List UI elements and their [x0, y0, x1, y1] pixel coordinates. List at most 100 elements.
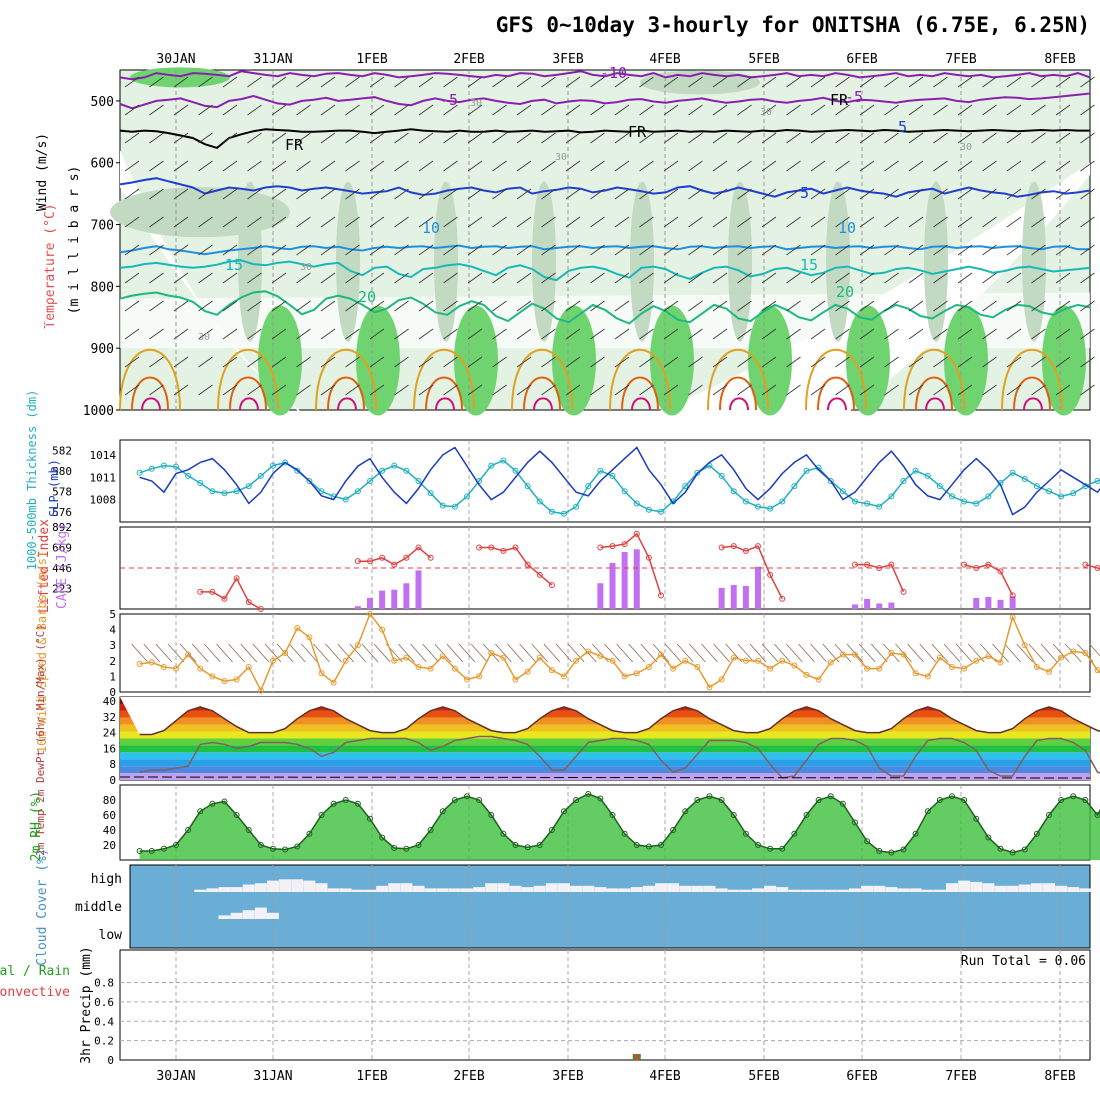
wind-barb — [786, 356, 801, 368]
rh2m-point — [585, 791, 592, 797]
wind-barb — [688, 216, 703, 228]
cloud-high-bar — [218, 887, 231, 892]
wind-barb — [1006, 216, 1022, 228]
cloud-high-bar — [400, 883, 413, 892]
wind-barb — [712, 300, 728, 312]
isotherm-hot-loop — [621, 376, 659, 411]
thickness-point — [1021, 475, 1028, 482]
wind-barb — [541, 272, 556, 284]
wind-barb — [810, 188, 826, 200]
wind-barb — [1031, 244, 1046, 256]
wind10m-point — [1094, 667, 1100, 674]
thickness-point — [633, 500, 640, 507]
cloud-high-bar — [533, 885, 546, 892]
wind-barb — [467, 160, 483, 172]
temp2m-tick: 24 — [103, 727, 117, 740]
wind-barb — [712, 244, 728, 256]
cape-bar — [852, 604, 858, 609]
wind10m-point — [815, 676, 822, 683]
wind-barb — [761, 132, 777, 144]
cloud-mid-bar — [230, 912, 243, 919]
precip-tick: 0 — [107, 1054, 114, 1067]
cape-bar — [1009, 596, 1016, 609]
wind-barb — [1006, 188, 1022, 200]
upper-ytick-label: 500 — [91, 95, 114, 110]
wind-barb — [296, 76, 311, 88]
lifted-index-point — [779, 595, 786, 602]
wind-barb — [222, 328, 238, 340]
temp2m-tick: 0 — [109, 774, 116, 787]
wind-barb — [1006, 132, 1022, 144]
wind-barb — [565, 384, 581, 396]
wind-barb — [565, 244, 581, 256]
wind-barb — [639, 328, 654, 340]
thickness-point — [730, 488, 737, 495]
rh2m-point — [1033, 830, 1040, 837]
rh-mid-patch — [110, 187, 290, 238]
wind-barb — [345, 132, 360, 144]
wind-barb — [712, 132, 728, 144]
cloud-high-bar — [582, 885, 595, 892]
temp2m-tick: 40 — [103, 695, 116, 708]
wind-barb — [737, 216, 752, 228]
wind-barb — [565, 76, 581, 88]
temp-mask — [120, 697, 1100, 735]
wind10m-point — [658, 651, 664, 658]
thickness-point — [1094, 478, 1100, 484]
rh2m-point — [730, 812, 737, 818]
wind-barb — [859, 356, 875, 368]
wind-barb — [320, 216, 336, 228]
wind-barb — [1031, 132, 1046, 144]
rh2m-point — [985, 834, 992, 841]
rh2m-point — [742, 830, 749, 837]
lifted-index-point — [742, 547, 749, 554]
wind10m-barb — [373, 643, 391, 663]
wind-barb — [933, 244, 948, 256]
contour-label: 30 — [760, 107, 772, 118]
wind-barb — [394, 104, 409, 116]
wind-barb — [982, 328, 997, 340]
wind-barb — [957, 188, 973, 200]
lifted-index-point — [391, 561, 398, 568]
date-label-bottom: 6FEB — [846, 1069, 877, 1084]
wind-barb — [614, 272, 630, 284]
wind-barb — [296, 328, 311, 340]
wind-barb — [149, 384, 164, 396]
wind-barb — [443, 160, 458, 172]
rh2m-point — [306, 830, 313, 837]
wind-barb — [467, 188, 483, 200]
cape-bar — [755, 566, 761, 609]
wind-barb — [639, 132, 654, 144]
wind-barb — [173, 384, 189, 396]
wind-barb — [957, 76, 973, 88]
thickness-point — [827, 478, 834, 484]
wind-barb — [1080, 216, 1095, 228]
isotherm-minus10 — [119, 70, 1091, 81]
wind-barb — [394, 244, 409, 256]
wind10m-barb — [798, 643, 815, 663]
wind10m-barb — [398, 643, 415, 663]
wind-barb — [369, 104, 385, 116]
wind-barb — [296, 356, 311, 368]
wind-barb — [786, 272, 801, 284]
wind-barb — [835, 300, 850, 312]
wind-barb — [492, 132, 507, 144]
rh2m-point — [827, 793, 834, 800]
wind-barb — [124, 104, 140, 116]
wind-barb — [614, 216, 630, 228]
lifted-index-point — [548, 582, 555, 589]
wind10m-barb — [628, 643, 646, 663]
date-label-top: 30JAN — [156, 52, 195, 67]
wind10m-point — [488, 650, 495, 656]
date-label-bottom: 7FEB — [945, 1069, 976, 1084]
wind-barb — [369, 300, 385, 312]
wind-barb — [467, 272, 483, 284]
wind10m-barb — [773, 643, 791, 663]
isotherm-hot-loop — [229, 376, 267, 411]
wind-barb — [565, 328, 581, 340]
thickness-point — [949, 493, 955, 500]
lifted-index-point — [415, 544, 422, 551]
isotherm-hot-loop — [131, 376, 169, 411]
wind10m-point — [645, 664, 652, 671]
wind-barb — [394, 356, 409, 368]
